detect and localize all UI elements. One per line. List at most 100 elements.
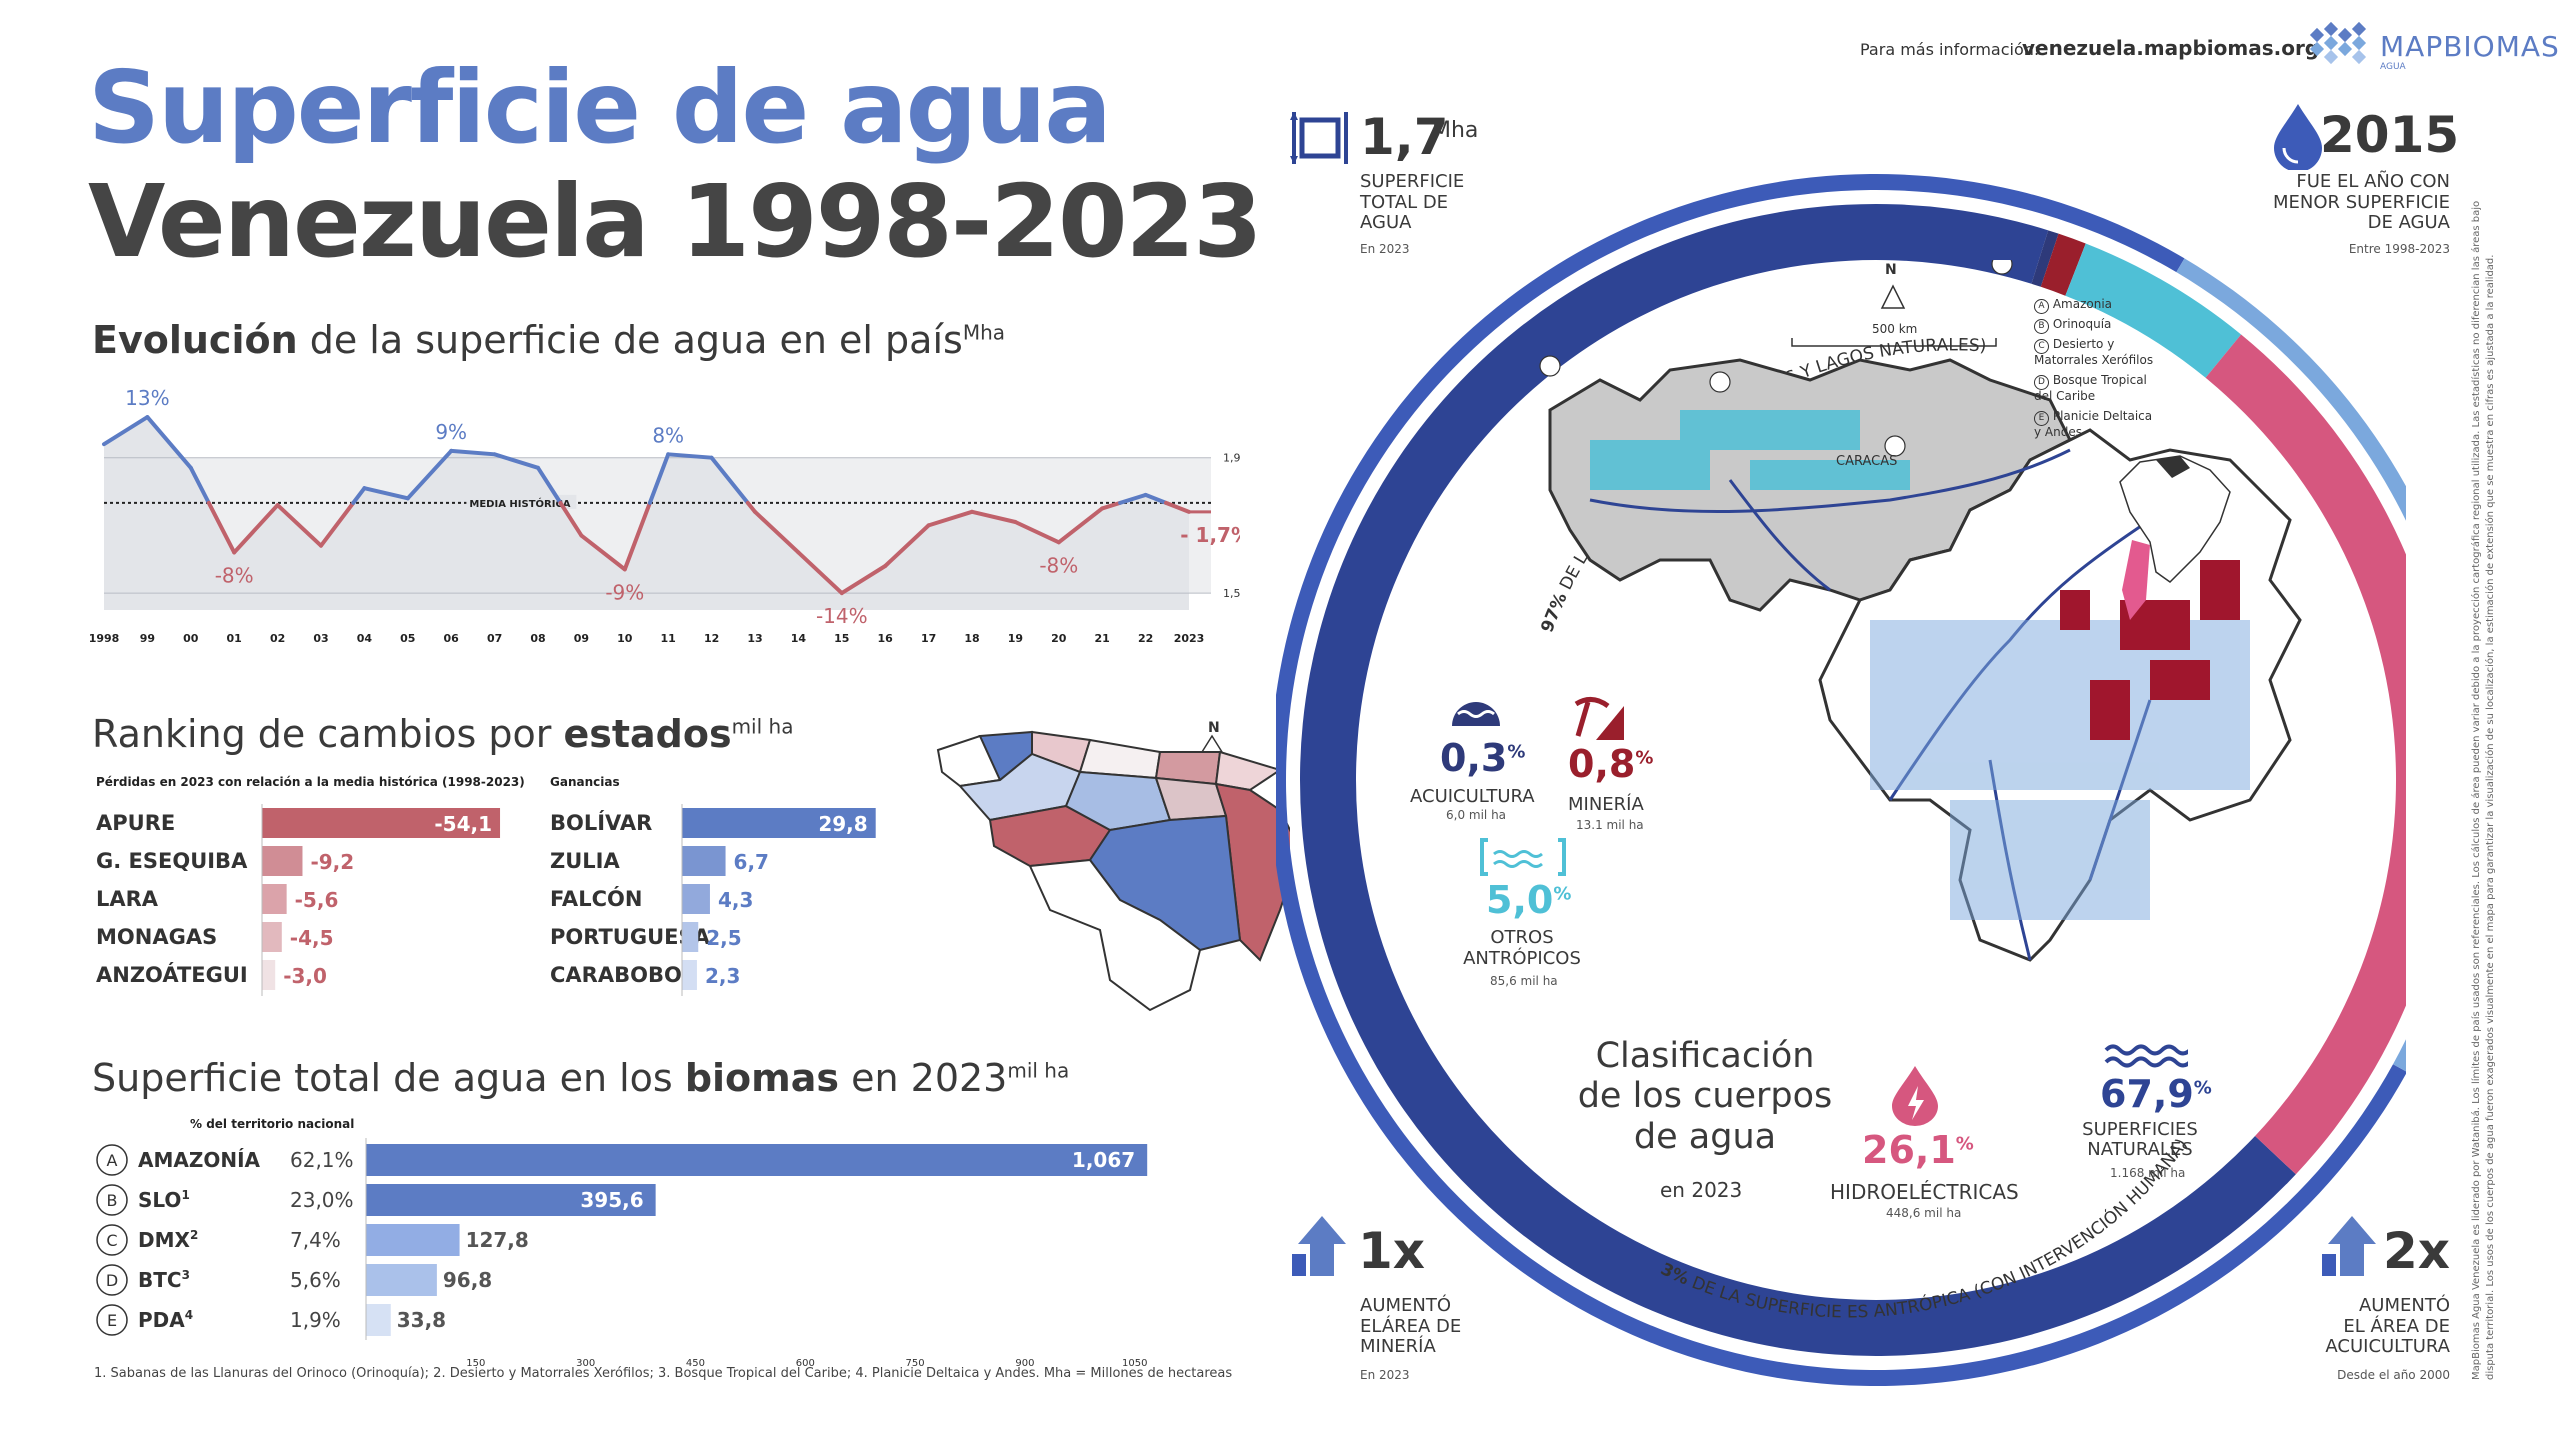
loss-state-name: APURE <box>96 811 175 835</box>
class-naturales-pct: 67,9% <box>2100 1072 2212 1116</box>
biome-letter-badge <box>96 1264 128 1296</box>
legend-text: Orinoquía <box>2052 317 2112 331</box>
page-title: Superficie de agua <box>88 49 1112 166</box>
class-mineria-label: MINERÍA <box>1568 794 1644 815</box>
evolution-x-tick: 02 <box>270 632 285 645</box>
gain-bar <box>682 960 697 990</box>
biomes-chart: % del territorio nacional A AMAZONÍA 62,1% 1… <box>96 1117 1147 1369</box>
biomes-x-tick: 1050 <box>1122 1358 1147 1369</box>
biome-markers <box>1539 260 2013 457</box>
evolution-x-tick: 18 <box>964 632 979 645</box>
map-caracas-label: CARACAS <box>1836 454 1898 469</box>
evolution-x-tick: 20 <box>1051 632 1067 645</box>
evolution-line-segment <box>883 523 931 568</box>
biome-bar <box>366 1264 437 1296</box>
evolution-line-segment <box>319 500 356 548</box>
north-arrow-icon <box>1200 734 1224 753</box>
map-marker-a <box>1884 435 1906 457</box>
biome-pct: 23,0% <box>290 1188 354 1212</box>
classification-title: Clasificación de los cuerpos de agua <box>1560 1036 1850 1157</box>
biome-name-sup: 1 <box>181 1188 189 1202</box>
biomes-x-tick: 600 <box>796 1358 815 1369</box>
legend-text: Desierto y Matorrales Xerófilos <box>2034 337 2154 367</box>
legend-text: Amazonia <box>2052 297 2113 311</box>
losses-header: Pérdidas en 2023 con relación a la media… <box>96 775 525 789</box>
kpi-mining-label: AUMENTÓ ELÁREA DE MINERÍA <box>1360 1295 1462 1358</box>
legend-item-c: C Desierto y Matorrales Xerófilos <box>2034 337 2184 368</box>
gain-state-name: CARABOBO <box>550 963 682 987</box>
evolution-x-tick: 2023 <box>1174 632 1205 645</box>
evolution-x-tick: 21 <box>1095 632 1110 645</box>
class-otros-label: OTROS ANTRÓPICOS <box>1463 927 1581 969</box>
waves-icon <box>1452 702 1500 726</box>
evolution-x-tick: 08 <box>530 632 545 645</box>
evolution-unit: Mha <box>962 320 1005 345</box>
states-shapes <box>936 730 1290 1012</box>
states-map: N <box>936 720 1290 1012</box>
ranking-chart: Pérdidas en 2023 con relación a la media… <box>96 775 876 996</box>
biomes-title-bold: biomas <box>684 1056 840 1100</box>
loss-bar <box>262 960 276 990</box>
ranking-unit: mil ha <box>731 714 794 739</box>
kpi-total-sub: En 2023 <box>1360 242 1410 256</box>
evolution-line-segment <box>839 564 888 596</box>
map-north-arrow-icon <box>1880 284 1906 309</box>
biome-name: DMX2 <box>138 1228 198 1252</box>
mapbiomas-logo-icon <box>2309 21 2367 65</box>
evolution-end-label: - 1,7% <box>1180 523 1240 547</box>
loss-state-name: ANZOÁTEGUI <box>96 962 248 987</box>
gain-bar-label: 29,8 <box>818 812 867 836</box>
evolution-chart: 1,5 1,9 MEDIA HISTÓRICA 13% -8% 9% -9% 8% -14% -8… <box>89 386 1240 645</box>
evolution-pct-label: -9% <box>605 580 644 604</box>
class-naturales-sub: 1.168 mil ha <box>2110 1166 2186 1180</box>
loss-state-name: LARA <box>96 887 159 911</box>
evolution-line-segment <box>405 448 454 501</box>
info-prefix: Para más información: <box>1860 40 2040 59</box>
evolution-line-segment <box>709 455 750 505</box>
biomes-x-tick: 750 <box>906 1358 925 1369</box>
increase-arrow-icon <box>2322 1216 2376 1276</box>
mapbiomas-logo[interactable]: MAPBIOMAS AGUA <box>2306 20 2559 76</box>
evolution-line-segment <box>558 500 584 538</box>
kpi-aqua-label: AUMENTÓ EL ÁREA DE ACUICULTURA <box>2325 1295 2450 1358</box>
gain-state-name: BOLÍVAR <box>550 810 652 835</box>
side-note: MapBiomas Agua Venezuela es liderado por… <box>2471 200 2496 1380</box>
legend-item-a: A Amazonia <box>2034 297 2184 314</box>
evolution-x-tick: 10 <box>617 632 633 645</box>
map-cyan-dots <box>1590 410 1910 490</box>
evolution-x-tick: 16 <box>878 632 894 645</box>
biome-letter: A <box>107 1151 118 1170</box>
guri-reservoir <box>2122 540 2150 620</box>
biome-name: SLO1 <box>138 1188 190 1212</box>
waves-natural-icon <box>2104 1044 2188 1068</box>
biomes-title-rest1: Superficie total de agua en los <box>92 1056 685 1100</box>
legend-letter: A <box>2034 299 2049 314</box>
evolution-media-bg <box>466 494 577 509</box>
evolution-y-tick: 1,5 <box>1223 587 1240 600</box>
evolution-title-rest: de la superficie de agua en el país <box>297 318 963 362</box>
loss-state-name: MONAGAS <box>96 925 217 949</box>
class-hidro-sub: 448,6 mil ha <box>1886 1206 1962 1220</box>
biome-pct: 5,6% <box>290 1268 341 1292</box>
biome-letter: B <box>107 1191 118 1210</box>
legend-letter: B <box>2034 319 2049 334</box>
biomes-title-rest2: en 2023 <box>839 1056 1008 1100</box>
info-link[interactable]: venezuela.mapbiomas.org <box>2022 36 2320 60</box>
class-mineria-sub: 13.1 mil ha <box>1576 818 1644 832</box>
evolution-x-tick: 06 <box>444 632 460 645</box>
evolution-line-segment <box>362 486 410 501</box>
gain-bar <box>682 846 726 876</box>
evolution-pct-label: -8% <box>215 563 254 587</box>
evolution-line-segment <box>622 500 652 572</box>
biome-bar-label: 395,6 <box>580 1188 643 1212</box>
kpi-aqua-sub: Desde el año 2000 <box>2337 1368 2450 1382</box>
evolution-x-tick: 1998 <box>89 632 120 645</box>
evolution-x-tick: 05 <box>400 632 415 645</box>
evolution-line-segment <box>666 452 714 460</box>
water-drop-icon <box>2274 104 2322 170</box>
gain-bar <box>682 808 876 838</box>
kpi-mining-number: 1x <box>1358 1222 1426 1280</box>
south-america-inset <box>2119 455 2231 583</box>
evolution-line-segment <box>206 500 237 555</box>
evolution-line-segment <box>145 415 193 470</box>
